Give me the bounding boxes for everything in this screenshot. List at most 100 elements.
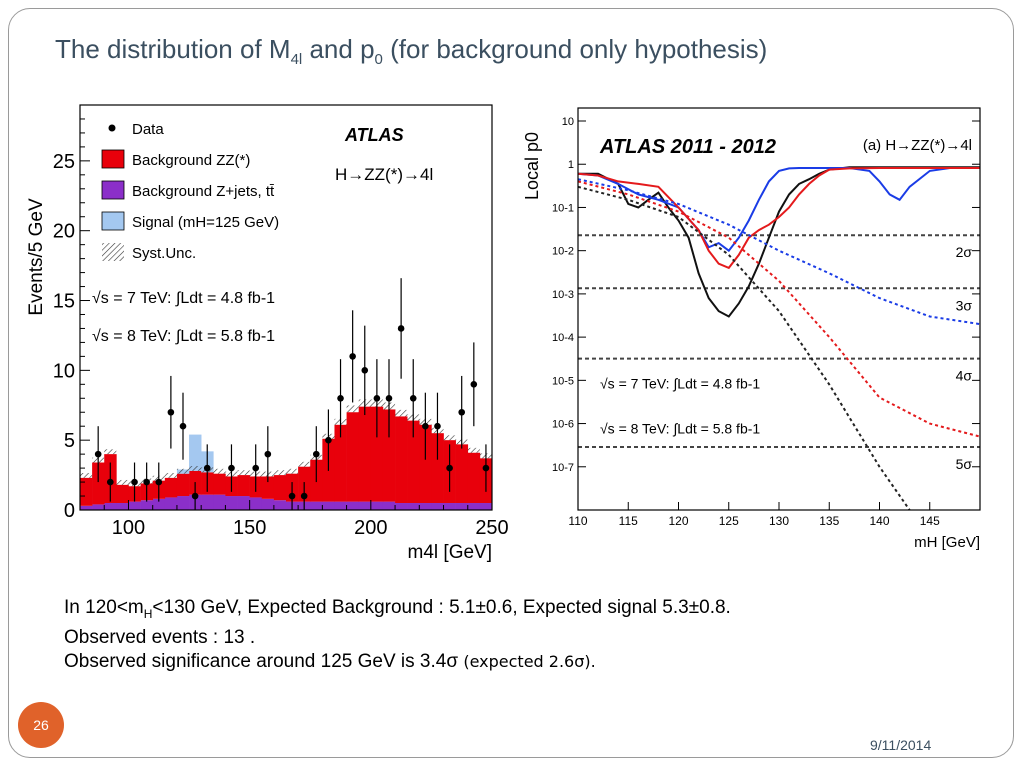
histogram-bar (116, 484, 129, 504)
y-tick-label: 1 (568, 159, 574, 171)
x-tick-label: 250 (475, 517, 508, 539)
slide-date: 9/11/2014 (870, 737, 932, 753)
histogram-bar (370, 406, 384, 502)
histogram-bar (443, 503, 456, 510)
x-tick-label: 135 (819, 514, 839, 528)
channel-label: H→ZZ(*)→4l (335, 165, 433, 184)
y-tick-label: 25 (53, 151, 75, 173)
data-point (288, 492, 296, 500)
histogram-bar (92, 504, 105, 510)
x-axis-label: mH [GeV] (914, 534, 980, 551)
syst-unc-band (298, 461, 311, 467)
syst-unc-band (176, 468, 190, 474)
x-tick-label: 145 (920, 514, 940, 528)
data-point (143, 478, 150, 486)
sigma-label: 4σ (956, 368, 973, 384)
x-tick-label: 130 (769, 514, 789, 528)
histogram-bar (164, 477, 178, 498)
y-tick-label: 10-1 (552, 202, 574, 214)
syst-unc-band (213, 468, 226, 474)
histogram-bar (213, 494, 226, 510)
data-point (106, 478, 114, 486)
histogram-bar (382, 409, 396, 502)
histogram-bar (92, 462, 105, 505)
data-point (191, 492, 199, 500)
syst-unc-band (189, 466, 202, 471)
syst-unc-band (237, 470, 250, 476)
y-tick-label: 10-6 (552, 419, 574, 431)
histogram-bar (273, 475, 287, 501)
chart-subtitle: (a) H→ZZ(*)→4l (863, 137, 972, 154)
histogram-bar (237, 496, 250, 510)
syst-unc-band (80, 472, 93, 478)
y-tick-label: 10 (53, 360, 75, 382)
syst-unc-band (346, 405, 359, 413)
histogram-bar (140, 500, 154, 510)
data-point (94, 450, 102, 458)
histogram-bar (225, 496, 238, 510)
legend-swatch (101, 180, 125, 200)
data-point (300, 492, 308, 500)
x-tick-label: 140 (869, 514, 889, 528)
y-tick-label: 10-7 (552, 462, 574, 474)
y-tick-label: 5 (64, 430, 75, 452)
data-point (264, 450, 272, 458)
histogram-bar (261, 476, 275, 499)
syst-unc-band (395, 409, 408, 417)
histogram-bar (189, 434, 202, 471)
legend-marker-data (108, 124, 116, 132)
legend-swatch (102, 243, 124, 261)
syst-unc-band (104, 449, 117, 455)
data-point (373, 394, 381, 402)
histogram-bar (237, 475, 250, 497)
y-axis-label: Events/5 GeV (26, 198, 47, 316)
histogram-bar (431, 503, 444, 510)
sigma-label: 5σ (956, 456, 973, 472)
legend-label: Data (132, 121, 164, 138)
y-tick-label: 10-2 (552, 246, 574, 258)
slide-title: The distribution of M4l and p0 (for back… (55, 34, 768, 69)
y-tick-label: 15 (53, 291, 75, 313)
series-line-exp-combined (577, 185, 911, 511)
data-point (361, 367, 369, 374)
legend-label: Background ZZ(*) (132, 152, 250, 169)
data-point (482, 464, 490, 472)
lumi-label: √s = 8 TeV: ∫Ldt = 5.8 fb-1 (92, 328, 275, 345)
legend-swatch (101, 211, 125, 231)
y-tick-label: 20 (53, 221, 75, 243)
y-tick-label: 0 (64, 500, 75, 522)
y-tick-label: 10-3 (552, 289, 574, 301)
plot-frame (79, 104, 493, 511)
y-tick-label: 10-4 (552, 332, 574, 344)
histogram-bar (358, 501, 372, 510)
data-point (470, 381, 478, 388)
caption-line-1: In 120<mH<130 GeV, Expected Background :… (64, 597, 731, 621)
lumi-label: √s = 7 TeV: ∫Ldt = 4.8 fb-1 (92, 290, 275, 307)
data-point (325, 436, 332, 444)
histogram-bar (370, 501, 384, 510)
caption-line-2: Observed events : 13 . (64, 626, 256, 648)
series-line-exp-7TeV (577, 178, 981, 326)
legend-swatch (101, 149, 125, 169)
sigma-label: 2σ (956, 244, 973, 260)
data-point (252, 464, 260, 472)
data-point (228, 464, 235, 472)
caption-line-3: Observed significance around 125 GeV is … (64, 650, 596, 672)
legend-label: Background Z+jets, tt̄ (132, 183, 275, 200)
chart-title: ATLAS 2011 - 2012 (599, 136, 776, 158)
syst-unc-band (467, 447, 480, 453)
histogram-bar (310, 501, 323, 510)
data-point (409, 394, 417, 402)
histogram-bar (213, 473, 226, 495)
legend-label: Signal (mH=125 GeV) (132, 214, 279, 231)
syst-unc-band (443, 435, 456, 441)
x-tick-label: 120 (668, 514, 688, 528)
histogram-bar (116, 503, 129, 510)
histogram-bar (80, 505, 93, 510)
data-point (337, 394, 344, 402)
data-point (434, 422, 441, 430)
histogram-bar (407, 420, 420, 504)
x-tick-label: 150 (233, 517, 266, 539)
x-tick-label: 100 (112, 517, 145, 539)
histogram-bar (176, 496, 190, 510)
